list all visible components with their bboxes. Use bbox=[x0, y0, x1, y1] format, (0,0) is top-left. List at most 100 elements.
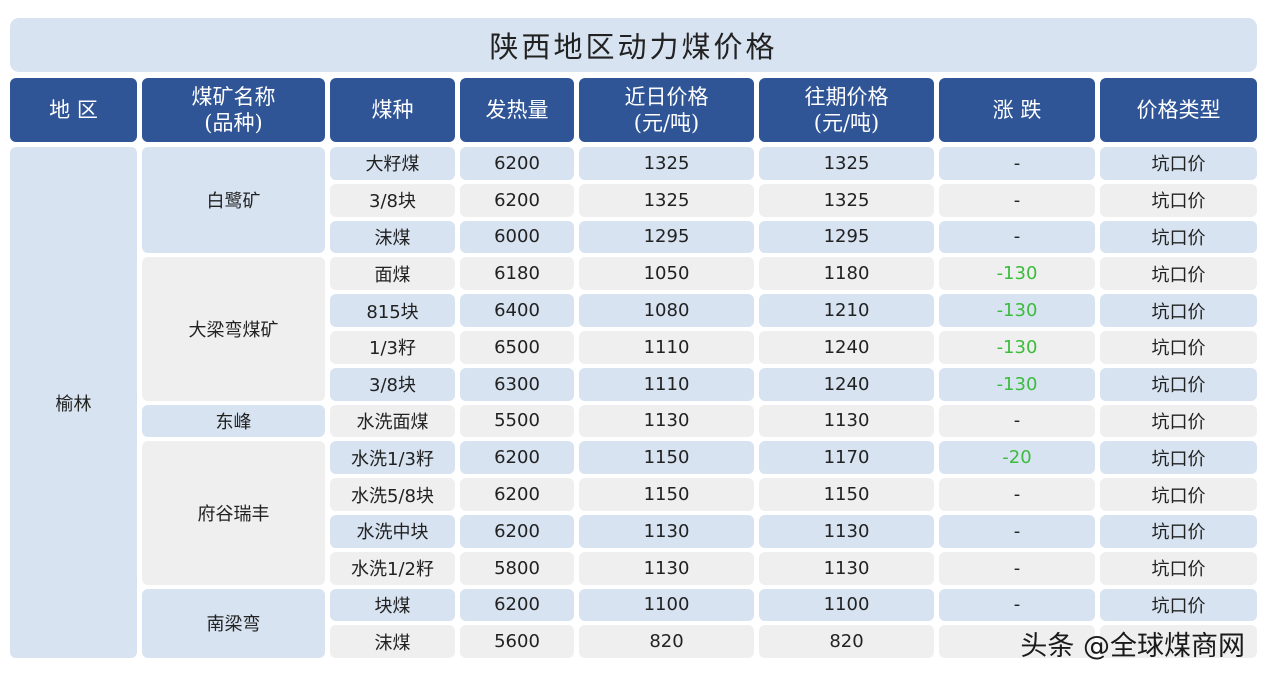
coal-type-cell: 水洗中块 bbox=[330, 515, 455, 548]
price-type-cell: 坑口价 bbox=[1100, 331, 1257, 364]
price-type-cell: 坑口价 bbox=[1100, 183, 1257, 217]
change-cell: - bbox=[939, 588, 1095, 622]
recent-price-cell: 1150 bbox=[579, 441, 754, 475]
coal-type-cell: 面煤 bbox=[330, 257, 455, 291]
change-cell: - bbox=[939, 551, 1095, 585]
price-type-cell: 坑口价 bbox=[1100, 294, 1257, 327]
heat-value-cell: 6200 bbox=[460, 147, 574, 180]
recent-price-cell: 820 bbox=[579, 625, 754, 659]
price-type-cell: 坑口价 bbox=[1100, 367, 1257, 401]
coal-type-cell: 水洗1/3籽 bbox=[330, 441, 455, 475]
previous-price-cell: 1180 bbox=[759, 257, 934, 291]
header-label: 往期价格 bbox=[804, 85, 889, 109]
price-type-cell: 坑口价 bbox=[1100, 147, 1257, 180]
header-unit: (元/吨) bbox=[633, 111, 700, 135]
change-cell: - bbox=[939, 147, 1095, 180]
header-cell: 煤矿名称 (品种) bbox=[142, 78, 325, 142]
previous-price-cell: 1240 bbox=[759, 331, 934, 364]
coal-type-cell: 水洗面煤 bbox=[330, 404, 455, 438]
change-cell: -130 bbox=[939, 257, 1095, 291]
coal-type-cell: 3/8块 bbox=[330, 367, 455, 401]
heat-value-cell: 6200 bbox=[460, 441, 574, 475]
mine-name-cell: 南梁弯 bbox=[142, 588, 325, 659]
change-cell: - bbox=[939, 478, 1095, 511]
previous-price-cell: 1325 bbox=[759, 147, 934, 180]
previous-price-cell: 1130 bbox=[759, 551, 934, 585]
recent-price-cell: 1325 bbox=[579, 147, 754, 180]
heat-value-cell: 6400 bbox=[460, 294, 574, 327]
coal-type-cell: 1/3籽 bbox=[330, 331, 455, 364]
header-label: 发热量 bbox=[485, 98, 549, 122]
header-cell: 地 区 bbox=[10, 78, 137, 142]
change-cell: -130 bbox=[939, 294, 1095, 327]
region-cell: 榆林 bbox=[10, 147, 137, 659]
heat-value-cell: 5600 bbox=[460, 625, 574, 659]
coal-type-cell: 815块 bbox=[330, 294, 455, 327]
price-type-cell: 坑口价 bbox=[1100, 220, 1257, 254]
price-type-cell: 坑口价 bbox=[1100, 257, 1257, 291]
header-unit: (品种) bbox=[204, 111, 263, 135]
price-type-cell: 坑口价 bbox=[1100, 478, 1257, 511]
change-cell: - bbox=[939, 515, 1095, 548]
header-label: 煤矿名称 bbox=[191, 85, 276, 109]
header-label: 地 区 bbox=[49, 98, 98, 122]
header-cell: 涨 跌 bbox=[939, 78, 1095, 142]
heat-value-cell: 6200 bbox=[460, 183, 574, 217]
mine-name-cell: 白鹭矿 bbox=[142, 147, 325, 254]
price-type-cell bbox=[1100, 625, 1257, 659]
price-type-cell: 坑口价 bbox=[1100, 515, 1257, 548]
coal-type-cell: 块煤 bbox=[330, 588, 455, 622]
recent-price-cell: 1080 bbox=[579, 294, 754, 327]
header-cell: 价格类型 bbox=[1100, 78, 1257, 142]
previous-price-cell: 1210 bbox=[759, 294, 934, 327]
coal-type-cell: 沫煤 bbox=[330, 625, 455, 659]
coal-type-cell: 大籽煤 bbox=[330, 147, 455, 180]
price-type-cell: 坑口价 bbox=[1100, 588, 1257, 622]
change-cell: -20 bbox=[939, 441, 1095, 475]
heat-value-cell: 5800 bbox=[460, 551, 574, 585]
mine-name-cell: 府谷瑞丰 bbox=[142, 441, 325, 585]
heat-value-cell: 6180 bbox=[460, 257, 574, 291]
previous-price-cell: 1130 bbox=[759, 404, 934, 438]
coal-type-cell: 沫煤 bbox=[330, 220, 455, 254]
previous-price-cell: 1170 bbox=[759, 441, 934, 475]
heat-value-cell: 6200 bbox=[460, 588, 574, 622]
price-type-cell: 坑口价 bbox=[1100, 551, 1257, 585]
heat-value-cell: 6200 bbox=[460, 515, 574, 548]
change-cell: - bbox=[939, 183, 1095, 217]
header-label: 近日价格 bbox=[624, 85, 709, 109]
header-cell: 发热量 bbox=[460, 78, 574, 142]
recent-price-cell: 1110 bbox=[579, 331, 754, 364]
heat-value-cell: 6000 bbox=[460, 220, 574, 254]
recent-price-cell: 1130 bbox=[579, 515, 754, 548]
heat-value-cell: 6200 bbox=[460, 478, 574, 511]
previous-price-cell: 820 bbox=[759, 625, 934, 659]
change-cell: - bbox=[939, 404, 1095, 438]
recent-price-cell: 1100 bbox=[579, 588, 754, 622]
header-label: 价格类型 bbox=[1136, 98, 1221, 122]
previous-price-cell: 1240 bbox=[759, 367, 934, 401]
change-cell: -130 bbox=[939, 331, 1095, 364]
header-cell: 煤种 bbox=[330, 78, 455, 142]
heat-value-cell: 6500 bbox=[460, 331, 574, 364]
recent-price-cell: 1150 bbox=[579, 478, 754, 511]
recent-price-cell: 1110 bbox=[579, 367, 754, 401]
change-cell: -130 bbox=[939, 367, 1095, 401]
coal-type-cell: 水洗1/2籽 bbox=[330, 551, 455, 585]
source-watermark: 头条 @全球煤商网 bbox=[1020, 631, 1245, 662]
page-title: 陕西地区动力煤价格 bbox=[10, 18, 1257, 72]
mine-name-cell: 大梁弯煤矿 bbox=[142, 257, 325, 401]
header-label: 煤种 bbox=[371, 98, 414, 122]
change-cell: - bbox=[939, 220, 1095, 254]
header-cell: 近日价格 (元/吨) bbox=[579, 78, 754, 142]
header-label: 涨 跌 bbox=[992, 98, 1042, 122]
mine-name-cell: 东峰 bbox=[142, 404, 325, 438]
recent-price-cell: 1050 bbox=[579, 257, 754, 291]
previous-price-cell: 1150 bbox=[759, 478, 934, 511]
recent-price-cell: 1295 bbox=[579, 220, 754, 254]
price-type-cell: 坑口价 bbox=[1100, 404, 1257, 438]
heat-value-cell: 5500 bbox=[460, 404, 574, 438]
previous-price-cell: 1100 bbox=[759, 588, 934, 622]
heat-value-cell: 6300 bbox=[460, 367, 574, 401]
header-unit: (元/吨) bbox=[813, 111, 880, 135]
